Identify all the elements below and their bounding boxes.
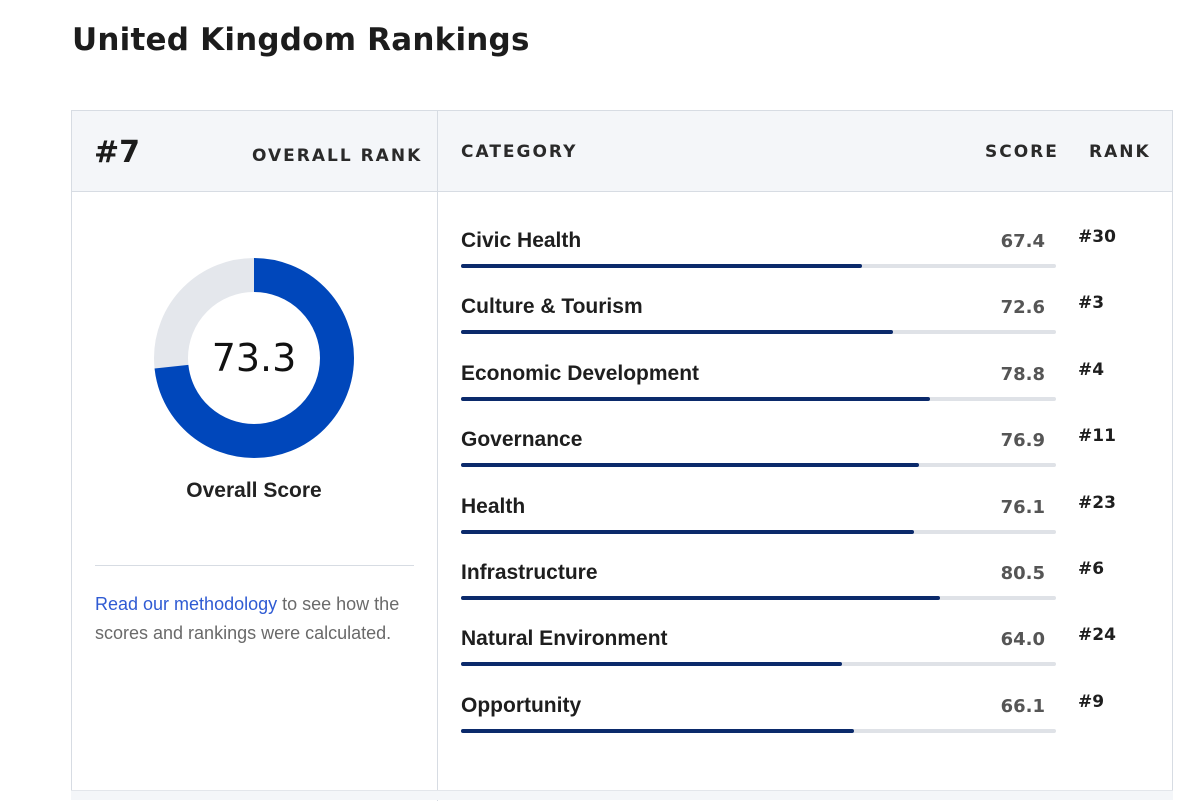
category-rank: #24: [1078, 625, 1116, 646]
category-name: Economic Development: [461, 361, 700, 385]
score-bar-track: [461, 396, 1056, 401]
category-row: Opportunity 66.1 #9: [461, 691, 1141, 754]
category-name: Health: [461, 494, 526, 518]
category-score: 78.8: [1000, 363, 1045, 385]
category-row: Governance 76.9 #11: [461, 426, 1141, 488]
score-bar-fill: [461, 396, 930, 401]
overall-rank-label: OVERALL RANK: [252, 146, 423, 166]
next-section-edge: [71, 790, 1173, 800]
overall-score-donut: [154, 258, 354, 458]
category-score: 67.4: [1000, 231, 1045, 252]
category-score: 66.1: [1000, 695, 1045, 717]
category-score: 72.6: [1000, 297, 1045, 319]
left-separator: [95, 565, 414, 566]
donut-fill: [154, 258, 354, 458]
rank-column-header: RANK: [1089, 142, 1151, 162]
score-bar-track: [461, 596, 1056, 600]
methodology-note: Read our methodology to see how the scor…: [95, 590, 415, 648]
category-score: 64.0: [1000, 629, 1045, 651]
score-bar-fill: [461, 728, 855, 733]
category-rank: #11: [1078, 426, 1116, 447]
score-bar-fill: [461, 463, 919, 468]
category-row: Culture & Tourism 72.6 #3: [461, 293, 1141, 355]
page-title: United Kingdom Rankings: [72, 22, 530, 58]
category-rank: #3: [1078, 293, 1105, 314]
category-score: 76.9: [1000, 430, 1045, 452]
category-score: 76.1: [1000, 496, 1045, 518]
score-bar-track: [461, 662, 1056, 667]
score-bar-track: [461, 463, 1056, 468]
category-column-header: CATEGORY: [461, 142, 578, 162]
category-name: Infrastructure: [461, 561, 598, 584]
score-bar-fill: [461, 264, 863, 268]
score-bar-fill: [461, 529, 914, 534]
score-bar-track: [461, 529, 1056, 534]
overall-score-label: Overall Score: [186, 479, 322, 502]
category-name: Opportunity: [461, 693, 582, 717]
category-row: Economic Development 78.8 #4: [461, 359, 1141, 422]
category-name: Natural Environment: [461, 627, 668, 651]
category-row: Infrastructure 80.5 #6: [461, 559, 1141, 621]
rankings-panel: #7 OVERALL RANK CATEGORY SCORE RANK 73.3…: [71, 110, 1173, 801]
category-rank: #23: [1078, 492, 1116, 513]
category-name: Governance: [461, 428, 583, 452]
category-name: Civic Health: [461, 229, 582, 252]
category-rank: #6: [1078, 559, 1105, 579]
overall-rank-number: #7: [94, 135, 141, 170]
score-bar-track: [461, 330, 1056, 335]
category-rank: #4: [1078, 359, 1105, 380]
category-row: Civic Health 67.4 #30: [461, 227, 1141, 289]
category-name: Culture & Tourism: [461, 295, 643, 319]
category-rank: #9: [1078, 691, 1105, 712]
methodology-link[interactable]: Read our methodology: [95, 594, 278, 614]
methodology-text: to see how the scores and rankings were …: [95, 594, 400, 643]
panel-header: [72, 111, 1172, 192]
category-row: Health 76.1 #23: [461, 492, 1141, 555]
score-bar-track: [461, 264, 1056, 268]
score-bar-fill: [461, 662, 842, 667]
column-divider: [437, 111, 438, 801]
category-row: Natural Environment 64.0 #24: [461, 625, 1141, 687]
score-bar-fill: [461, 596, 940, 600]
category-score: 80.5: [1000, 563, 1045, 584]
score-bar-fill: [461, 330, 893, 335]
score-bar-track: [461, 728, 1056, 733]
category-rank: #30: [1078, 227, 1116, 247]
overall-score-value: 73.3: [211, 336, 297, 380]
score-column-header: SCORE: [985, 142, 1059, 162]
